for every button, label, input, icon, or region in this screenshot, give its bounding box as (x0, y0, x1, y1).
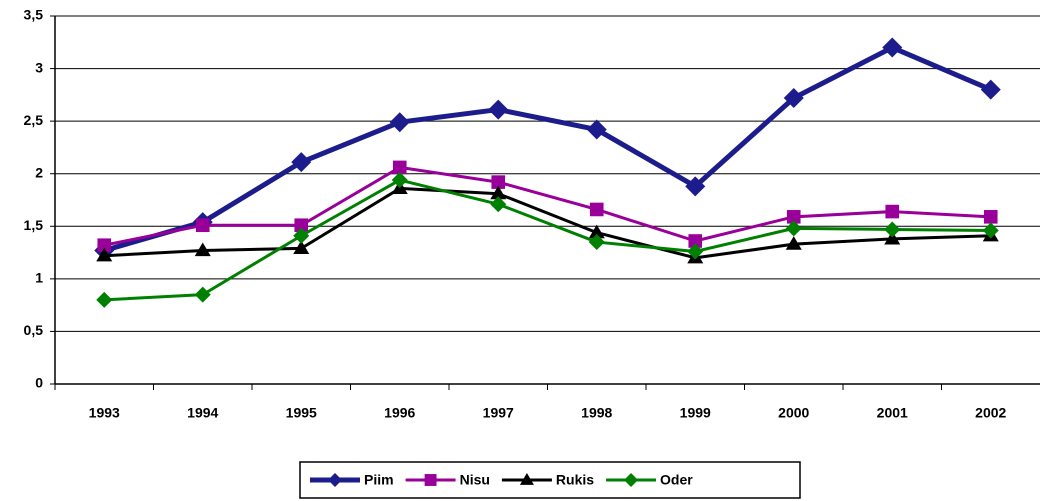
marker (586, 119, 607, 140)
marker (685, 176, 706, 197)
marker (328, 473, 342, 487)
marker (519, 473, 534, 485)
x-tick-label: 1999 (680, 405, 711, 421)
marker (884, 230, 901, 245)
marker (588, 234, 605, 251)
marker (786, 210, 801, 224)
x-tick-label: 1993 (89, 405, 120, 421)
x-tick-label: 2001 (877, 405, 908, 421)
marker (982, 222, 999, 239)
legend-label: Rukis (556, 472, 594, 488)
marker (424, 474, 437, 486)
y-tick-label: 0 (35, 375, 43, 391)
y-tick-label: 0,5 (24, 322, 44, 338)
marker (624, 473, 639, 487)
y-tick-label: 3 (35, 59, 43, 75)
marker (392, 160, 407, 175)
marker (588, 224, 605, 239)
x-tick-label: 2000 (778, 405, 809, 421)
marker (294, 218, 309, 233)
marker (882, 37, 903, 58)
x-tick-label: 1996 (384, 405, 415, 421)
series-line (104, 178, 991, 302)
marker (96, 247, 113, 262)
marker (783, 88, 804, 109)
marker (983, 210, 998, 224)
marker (293, 227, 310, 244)
x-tick-label: 1998 (581, 405, 612, 421)
marker (589, 202, 604, 217)
x-tick-label: 2002 (975, 405, 1006, 421)
marker (490, 185, 507, 200)
legend-label: Oder (660, 472, 693, 488)
marker (389, 112, 410, 133)
series-line (103, 165, 991, 247)
marker (785, 236, 802, 250)
y-tick-label: 1 (35, 270, 43, 286)
series-line (103, 45, 992, 253)
series-line (104, 186, 991, 260)
legend-label: Nisu (460, 472, 490, 488)
marker (97, 238, 112, 253)
marker (687, 243, 704, 260)
y-tick-label: 3,5 (24, 7, 44, 23)
marker (785, 220, 802, 237)
x-tick-label: 1997 (483, 405, 514, 421)
legend-label: Piim (364, 472, 394, 488)
y-tick-label: 2 (35, 164, 43, 180)
marker (980, 79, 1001, 100)
marker (293, 240, 310, 254)
x-tick-label: 1995 (286, 405, 317, 421)
marker (688, 234, 703, 248)
marker (194, 286, 211, 303)
marker (491, 175, 506, 189)
marker (96, 291, 113, 308)
y-tick-label: 1,5 (24, 217, 44, 233)
marker (195, 218, 210, 233)
marker (291, 152, 312, 173)
marker (884, 221, 901, 238)
marker (490, 196, 507, 213)
marker (194, 242, 211, 257)
marker (488, 99, 509, 120)
marker (885, 204, 900, 219)
y-tick-label: 2,5 (24, 112, 44, 128)
x-tick-label: 1994 (187, 405, 218, 421)
marker (391, 172, 408, 189)
